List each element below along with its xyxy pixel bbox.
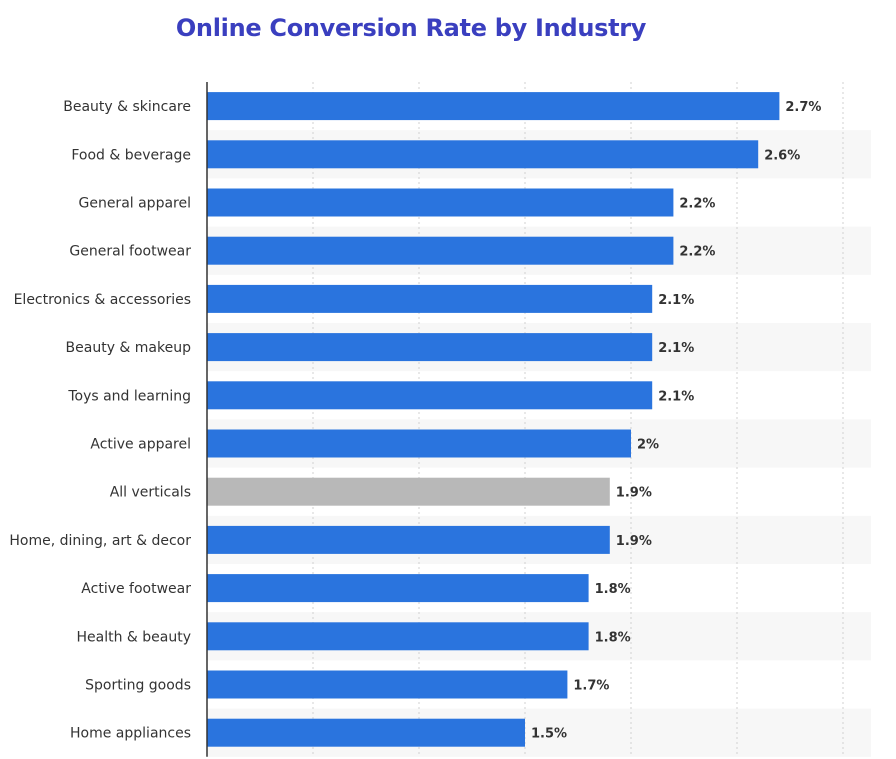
value-label: 2.2%	[679, 245, 715, 260]
value-label: 2.1%	[658, 389, 694, 404]
category-label: Active footwear	[81, 581, 191, 597]
bar[interactable]	[207, 429, 631, 458]
bar[interactable]	[207, 670, 568, 699]
category-label: Home, dining, art & decor	[9, 533, 191, 549]
category-label: Beauty & makeup	[66, 340, 192, 356]
category-label: General apparel	[78, 196, 191, 212]
bar[interactable]	[207, 92, 780, 121]
bar[interactable]	[207, 477, 610, 506]
value-label: 1.9%	[616, 486, 652, 501]
value-label: 2.1%	[658, 341, 694, 356]
value-label: 1.5%	[531, 727, 567, 742]
bar[interactable]	[207, 718, 525, 747]
bar[interactable]	[207, 140, 759, 169]
bars	[207, 92, 780, 747]
bar[interactable]	[207, 188, 674, 217]
category-label: Toys and learning	[67, 388, 191, 404]
value-label: 2.6%	[764, 148, 800, 163]
value-label: 2.1%	[658, 293, 694, 308]
value-label: 1.7%	[573, 679, 609, 694]
category-label: Beauty & skincare	[63, 99, 191, 115]
value-label: 2%	[637, 438, 659, 453]
value-label: 2.7%	[785, 100, 821, 115]
value-label: 1.9%	[616, 534, 652, 549]
category-label: Active apparel	[90, 437, 191, 453]
value-label: 1.8%	[595, 630, 631, 645]
category-label: Sporting goods	[85, 678, 191, 694]
category-label: Home appliances	[70, 726, 191, 742]
value-labels: 2.7% 2.6% 2.2% 2.2% 2.1% 2.1% 2.1% 2% 1.9% 1.9% 1.…	[531, 100, 821, 742]
category-label: Health & beauty	[76, 629, 191, 645]
category-labels: Beauty & skincare Food & beverage General …	[9, 99, 191, 742]
bar[interactable]	[207, 284, 653, 313]
category-label: General footwear	[69, 244, 191, 260]
category-label: Food & beverage	[71, 147, 191, 163]
chart-title: Online Conversion Rate by Industry	[175, 14, 647, 42]
bar[interactable]	[207, 525, 610, 554]
bar[interactable]	[207, 381, 653, 410]
bar[interactable]	[207, 574, 589, 603]
category-label: All verticals	[110, 485, 191, 501]
bar[interactable]	[207, 622, 589, 651]
bar[interactable]	[207, 333, 653, 362]
category-label: Electronics & accessories	[14, 292, 191, 308]
value-label: 2.2%	[679, 197, 715, 212]
bar[interactable]	[207, 236, 674, 265]
value-label: 1.8%	[595, 582, 631, 597]
